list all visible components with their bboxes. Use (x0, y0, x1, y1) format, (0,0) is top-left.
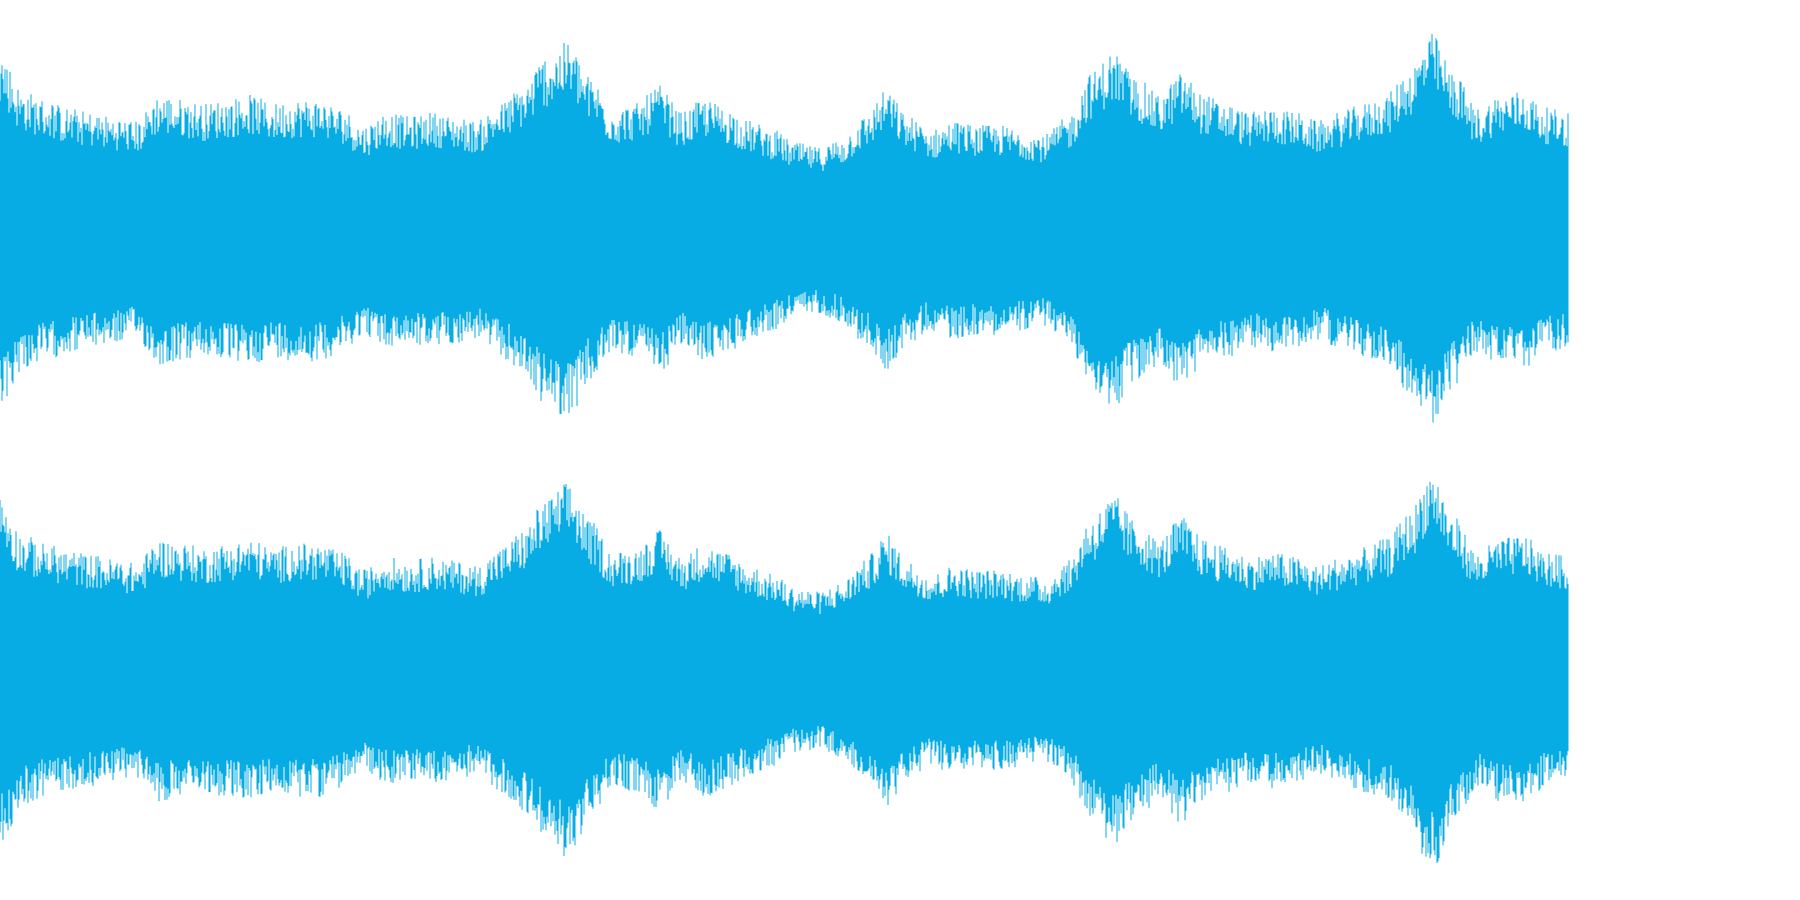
waveform-samples (0, 34, 1569, 423)
waveform-channel-bottom[interactable] (0, 481, 1569, 863)
waveform-channel-top[interactable] (0, 34, 1569, 423)
waveform-samples (0, 481, 1569, 863)
